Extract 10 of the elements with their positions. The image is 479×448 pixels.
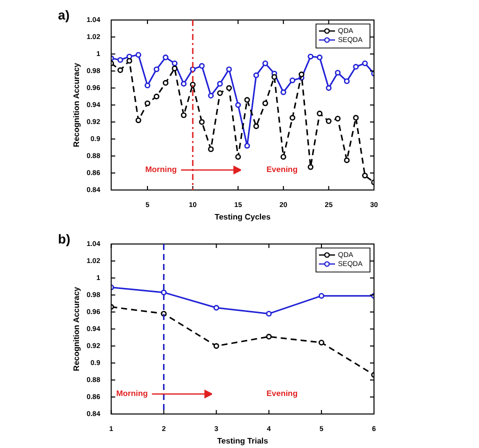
annotation: Evening <box>266 388 298 398</box>
annotation: Morning <box>145 164 177 174</box>
x-axis-title: Testing Trials <box>217 436 269 446</box>
y-axis-title: Recognition Accuracy <box>72 62 82 148</box>
x-axis-title: Testing Cycles <box>214 212 272 222</box>
chart-title: b) <box>58 232 70 247</box>
annotation: Evening <box>266 164 298 174</box>
annotation: Morning <box>116 388 148 398</box>
y-axis-title: Recognition Accuracy <box>72 286 82 372</box>
chart-title: a) <box>58 8 70 23</box>
